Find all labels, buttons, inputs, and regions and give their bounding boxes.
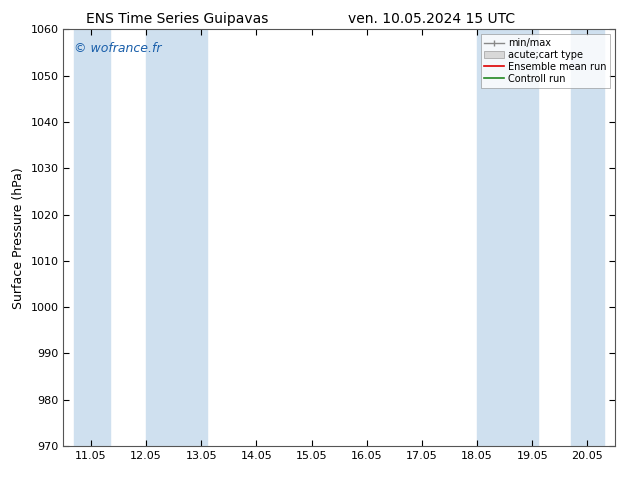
Legend: min/max, acute;cart type, Ensemble mean run, Controll run: min/max, acute;cart type, Ensemble mean … (481, 34, 610, 88)
Bar (571, 29, 604, 446)
Text: ven. 10.05.2024 15 UTC: ven. 10.05.2024 15 UTC (347, 12, 515, 26)
Y-axis label: Surface Pressure (hPa): Surface Pressure (hPa) (12, 167, 25, 309)
Bar (146, 29, 207, 446)
Bar (74, 29, 110, 446)
Text: ENS Time Series Guipavas: ENS Time Series Guipavas (86, 12, 269, 26)
Text: © wofrance.fr: © wofrance.fr (74, 42, 162, 55)
Bar (477, 29, 538, 446)
